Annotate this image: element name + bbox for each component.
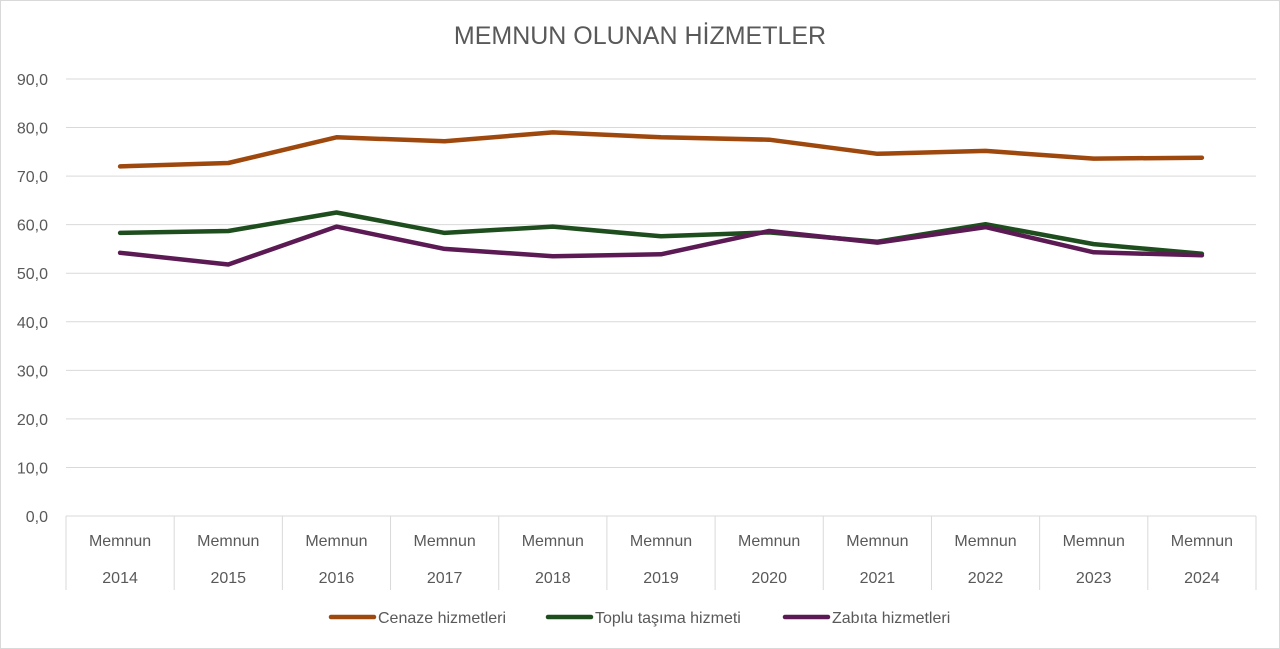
- x-tick-label-top: Memnun: [630, 533, 692, 550]
- y-tick-label: 30,0: [17, 363, 48, 380]
- x-axis: Memnun 2014 Memnun 2015 Memnun 2016 Memnun 2017…: [65, 516, 1257, 590]
- series-line-3: [117, 224, 1205, 267]
- y-tick-label: 90,0: [17, 72, 48, 89]
- x-tick-label-top: Memnun: [89, 533, 151, 550]
- x-tick-label-top: Memnun: [522, 533, 584, 550]
- x-tick-label-top: Memnun: [305, 533, 367, 550]
- x-tick-label-top: Memnun: [846, 533, 908, 550]
- x-tick-label-year: 2018: [535, 570, 571, 587]
- x-tick-label-year: 2020: [751, 570, 787, 587]
- gridlines: [66, 78, 1256, 517]
- x-tick-label-year: 2023: [1076, 570, 1112, 587]
- x-tick-label-top: Memnun: [738, 533, 800, 550]
- y-tick-label: 20,0: [17, 412, 48, 429]
- x-tick-label-year: 2014: [102, 570, 138, 587]
- legend-label: Toplu taşıma hizmeti: [595, 610, 741, 627]
- series-line-2: [117, 210, 1205, 257]
- series-line-1: [117, 130, 1205, 169]
- x-tick-label-year: 2024: [1184, 570, 1220, 587]
- x-tick-label-top: Memnun: [1171, 533, 1233, 550]
- x-tick-label-year: 2016: [319, 570, 355, 587]
- y-tick-label: 40,0: [17, 315, 48, 332]
- x-tick-label-year: 2021: [860, 570, 896, 587]
- x-tick-label-top: Memnun: [1063, 533, 1125, 550]
- legend: Cenaze hizmetleri Toplu taşıma hizmeti Zab…: [328, 610, 950, 627]
- x-tick-label-year: 2017: [427, 570, 463, 587]
- x-tick-label-top: Memnun: [954, 533, 1016, 550]
- x-tick-label-top: Memnun: [414, 533, 476, 550]
- y-tick-label: 70,0: [17, 169, 48, 186]
- x-tick-label-year: 2019: [643, 570, 679, 587]
- y-tick-label: 80,0: [17, 121, 48, 138]
- series-lines: [117, 130, 1205, 267]
- legend-label: Cenaze hizmetleri: [378, 610, 506, 627]
- y-tick-label: 0,0: [26, 509, 48, 526]
- x-tick-label-year: 2022: [968, 570, 1004, 587]
- x-tick-label-top: Memnun: [197, 533, 259, 550]
- chart-title: MEMNUN OLUNAN HİZMETLER: [454, 21, 826, 50]
- y-axis: 0,0 10,0 20,0 30,0 40,0 50,0 60,0 70,0 80,0 90,0: [17, 72, 48, 526]
- y-tick-label: 50,0: [17, 266, 48, 283]
- x-tick-label-year: 2015: [210, 570, 246, 587]
- y-tick-label: 60,0: [17, 218, 48, 235]
- y-tick-label: 10,0: [17, 460, 48, 477]
- legend-label: Zabıta hizmetleri: [832, 610, 950, 627]
